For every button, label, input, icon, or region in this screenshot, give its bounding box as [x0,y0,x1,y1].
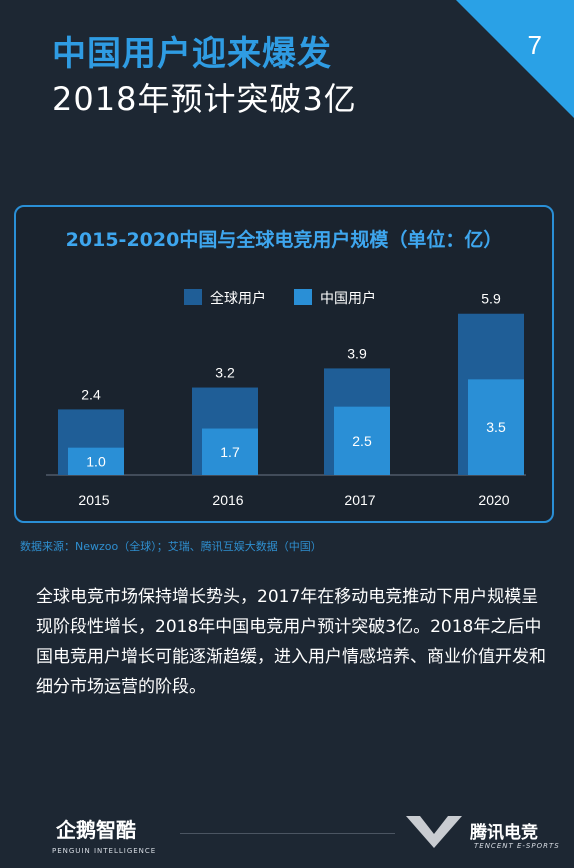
x-tick-label-2020: 2020 [478,492,509,508]
legend-label-china: 中国用户 [320,290,376,307]
x-tick-label-2015: 2015 [78,492,109,508]
bar-china-2017 [334,406,390,475]
legend-swatch-global [184,289,202,305]
value-label-china-2017: 2.5 [352,433,372,449]
value-label-global-2016: 3.2 [215,365,235,381]
subheadline: 2018年预计突破3亿 [52,80,357,118]
x-tick-label-2016: 2016 [212,492,243,508]
legend-swatch-china [294,289,312,305]
tencent-esports-logo: 腾讯电竞 [470,823,538,843]
page-number: 7 [527,30,542,60]
penguin-intelligence-subtitle: PENGUIN INTELLIGENCE [52,847,157,855]
source-text: 数据来源：Newzoo（全球）；艾瑞、腾讯互娱大数据（中国） [20,540,322,553]
value-label-global-2015: 2.4 [81,386,101,402]
bar-china-2015 [68,447,124,475]
chart-title: 2015-2020中国与全球电竞用户规模（单位：亿） [65,229,503,251]
bar-china-2016 [202,428,258,475]
value-label-global-2020: 5.9 [481,291,501,307]
penguin-intelligence-logo: 企鹅智酷 [56,818,136,842]
page-number-corner [456,0,574,118]
body-text: 全球电竞市场保持增长势头，2017年在移动电竞推动下用户规模呈现阶段性增长，20… [36,587,546,697]
footer-divider [180,833,395,834]
headline: 中国用户迎来爆发 [52,34,332,74]
value-label-china-2020: 3.5 [486,419,506,435]
value-label-global-2017: 3.9 [347,345,367,361]
x-tick-label-2017: 2017 [344,492,375,508]
legend-label-global: 全球用户 [210,290,266,307]
value-label-china-2015: 1.0 [86,453,106,469]
chart-panel: 2015-2020中国与全球电竞用户规模（单位：亿） 2.4 1.0 2015 3.2… [14,205,554,523]
bar-china-2020 [468,379,524,475]
value-label-china-2016: 1.7 [220,444,240,460]
bar-chart: 2.4 1.0 2015 3.2 1.7 2016 3.9 2.5 2017 5.9 3.5 2020… [46,289,526,508]
tencent-esports-subtitle: TENCENT E-SPORTS [474,842,560,850]
tencent-esports-icon [406,816,462,848]
